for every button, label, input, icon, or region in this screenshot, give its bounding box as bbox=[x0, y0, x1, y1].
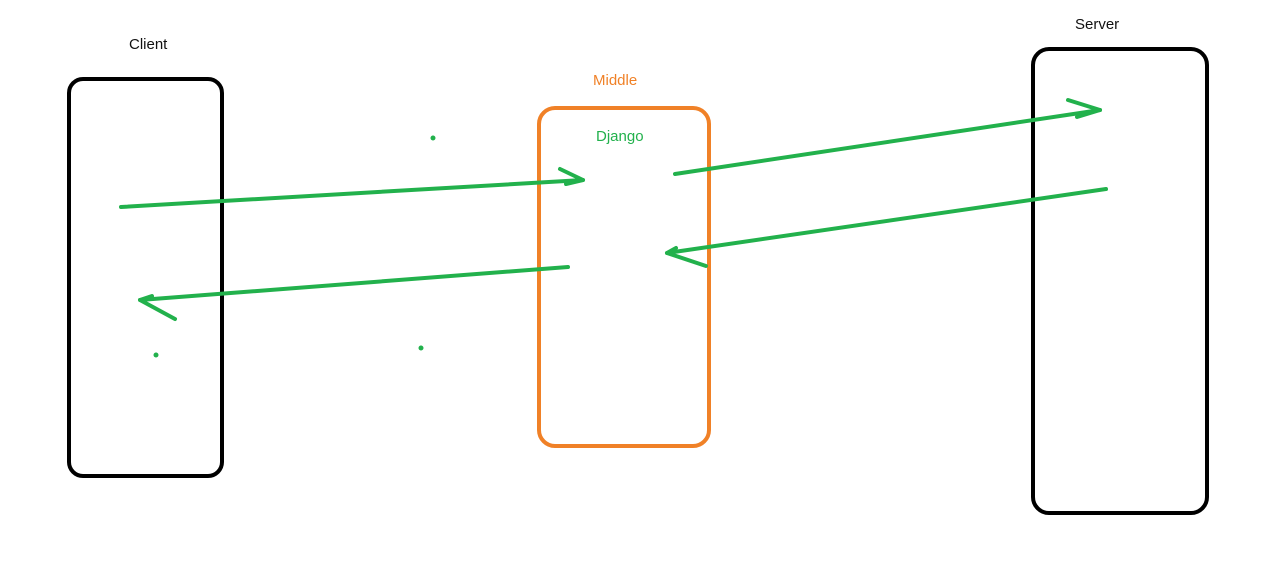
dot bbox=[430, 135, 436, 141]
arrow-middle-to-client bbox=[138, 265, 570, 321]
middle-label: Middle bbox=[593, 72, 638, 89]
server-box bbox=[1031, 47, 1209, 515]
dot bbox=[418, 345, 424, 351]
stray-dots bbox=[153, 135, 436, 358]
server-label: Server bbox=[1075, 16, 1120, 33]
client-box bbox=[67, 77, 224, 478]
client-label: Client bbox=[129, 36, 168, 53]
arrow-client-to-middle bbox=[119, 167, 585, 209]
django-label: Django bbox=[596, 128, 644, 145]
arrow-server-to-middle bbox=[665, 187, 1108, 268]
dot bbox=[153, 352, 159, 358]
arrow-middle-to-server bbox=[673, 98, 1102, 176]
middle-box bbox=[537, 106, 711, 448]
